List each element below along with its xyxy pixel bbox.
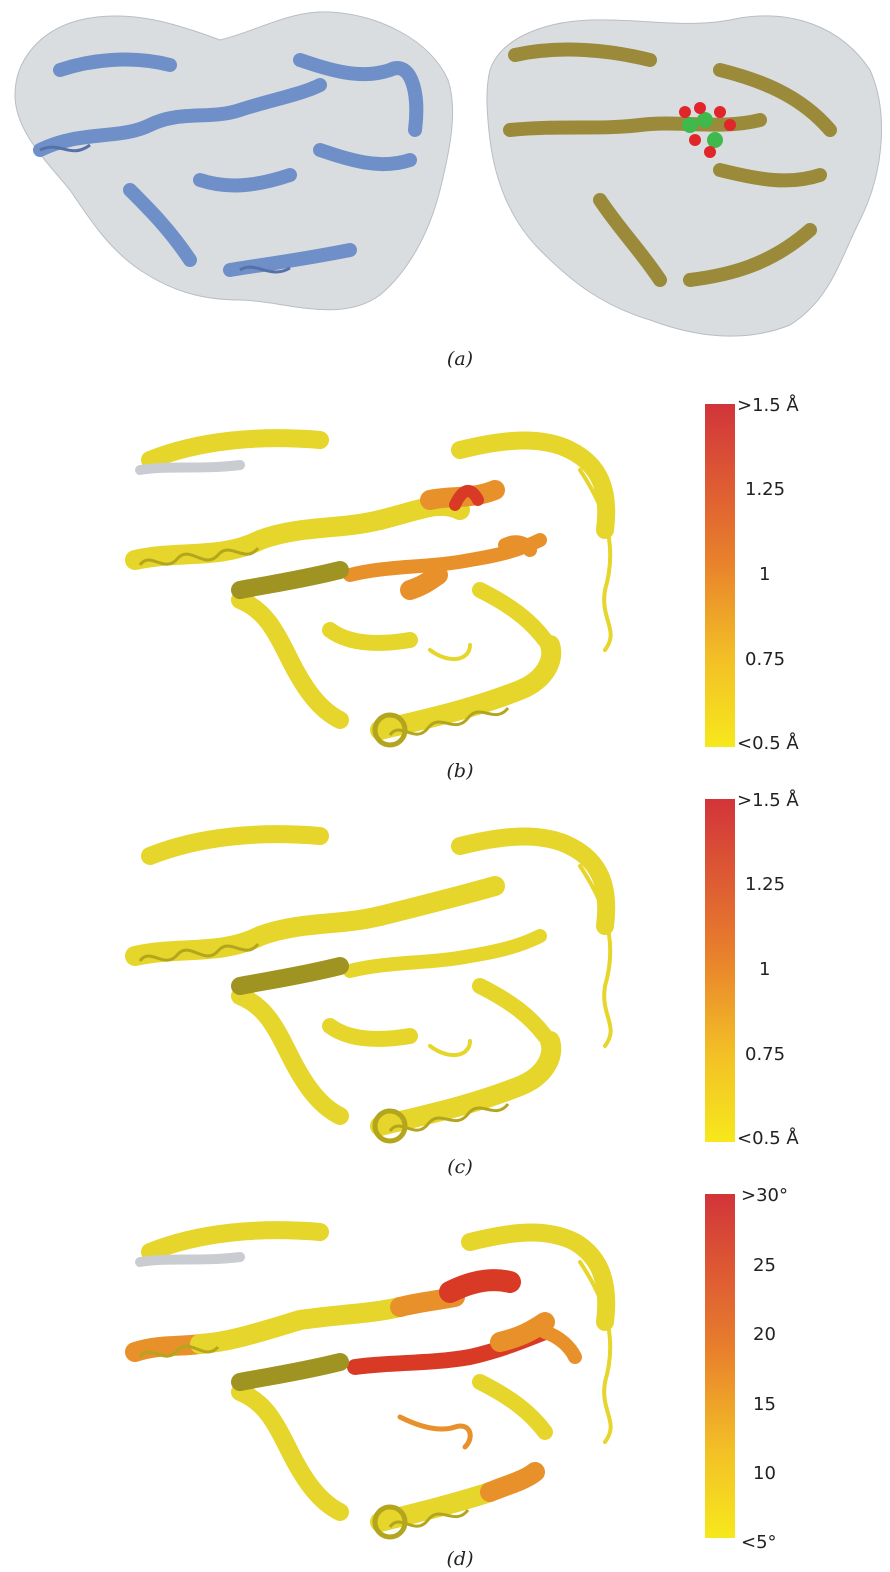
panel-d-tick-5: <5° (741, 1532, 777, 1553)
panel-d-tick-0: >30° (741, 1185, 788, 1206)
panel-b-caption: (b) (446, 760, 474, 782)
panel-d-tick-4: 10 (753, 1463, 776, 1484)
panel-c-ribbon (125, 825, 616, 1136)
panel-c-tick-3: 0.75 (745, 1044, 786, 1065)
panel-b-colorbar (705, 404, 735, 747)
panel-a-structures (14, 11, 882, 337)
panel-c-tick-2: 1 (759, 959, 771, 980)
panel-d-structure (125, 1221, 616, 1540)
left-surface (14, 11, 454, 311)
panel-b: (b) >1.5 Å 1.25 1 0.75 <0.5 Å (0, 390, 890, 785)
panel-d-colorbar (705, 1194, 735, 1538)
panel-c: (c) >1.5 Å 1.25 1 0.75 <0.5 Å (0, 786, 890, 1181)
panel-c-tick-4: <0.5 Å (737, 1128, 799, 1149)
panel-a: (a) (0, 0, 890, 380)
panel-b-tick-2: 1 (759, 564, 771, 585)
panel-b-tick-1: 1.25 (745, 479, 786, 500)
panel-d-tick-2: 20 (753, 1324, 776, 1345)
panel-b-ribbon (125, 429, 616, 740)
right-protein-ribbon (503, 42, 837, 287)
panel-d-caption: (d) (446, 1548, 474, 1570)
panel-d: (d) >30° 25 20 15 10 <5° (0, 1182, 890, 1572)
left-protein-ribbon (33, 52, 424, 277)
panel-d-tick-3: 15 (753, 1394, 776, 1415)
panel-b-tick-3: 0.75 (745, 649, 786, 670)
panel-b-tick-0: >1.5 Å (737, 395, 799, 416)
panel-c-tick-1: 1.25 (745, 874, 786, 895)
panel-b-tick-4: <0.5 Å (737, 733, 799, 754)
panel-c-tick-0: >1.5 Å (737, 790, 799, 811)
panel-d-ribbon (125, 1221, 616, 1532)
panel-c-structure (125, 825, 616, 1144)
panel-c-colorbar (705, 799, 735, 1142)
panel-b-structure (125, 429, 616, 748)
panel-c-caption: (c) (447, 1156, 473, 1178)
ligand-spheres (679, 102, 736, 158)
panel-d-tick-1: 25 (753, 1255, 776, 1276)
panel-a-caption: (a) (446, 348, 474, 370)
